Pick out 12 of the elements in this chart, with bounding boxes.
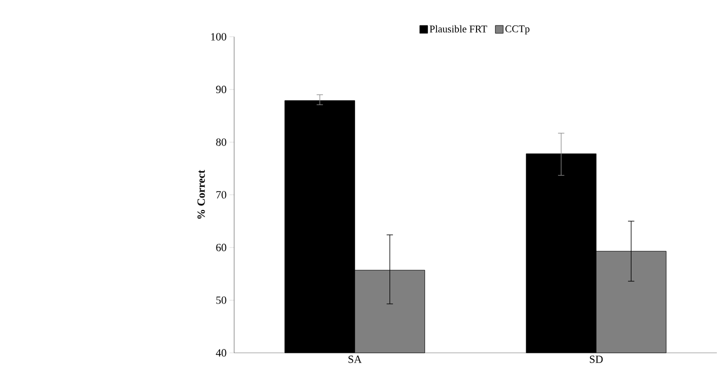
y-tick-label: 90 bbox=[216, 86, 226, 94]
y-tick-label: 80 bbox=[216, 138, 226, 146]
legend-label: Plausible FRT bbox=[430, 25, 488, 32]
legend-label: CCTp bbox=[505, 25, 530, 34]
y-tick-label: 50 bbox=[216, 296, 226, 304]
y-tick-label: 70 bbox=[216, 191, 226, 198]
y-axis-title: % Correct bbox=[197, 170, 205, 219]
x-tick-label: SA bbox=[348, 356, 362, 363]
y-tick-label: 60 bbox=[216, 244, 226, 252]
x-tick-label: SD bbox=[590, 356, 603, 363]
y-tick-label: 100 bbox=[211, 33, 226, 40]
y-tick-label: 40 bbox=[216, 349, 226, 357]
